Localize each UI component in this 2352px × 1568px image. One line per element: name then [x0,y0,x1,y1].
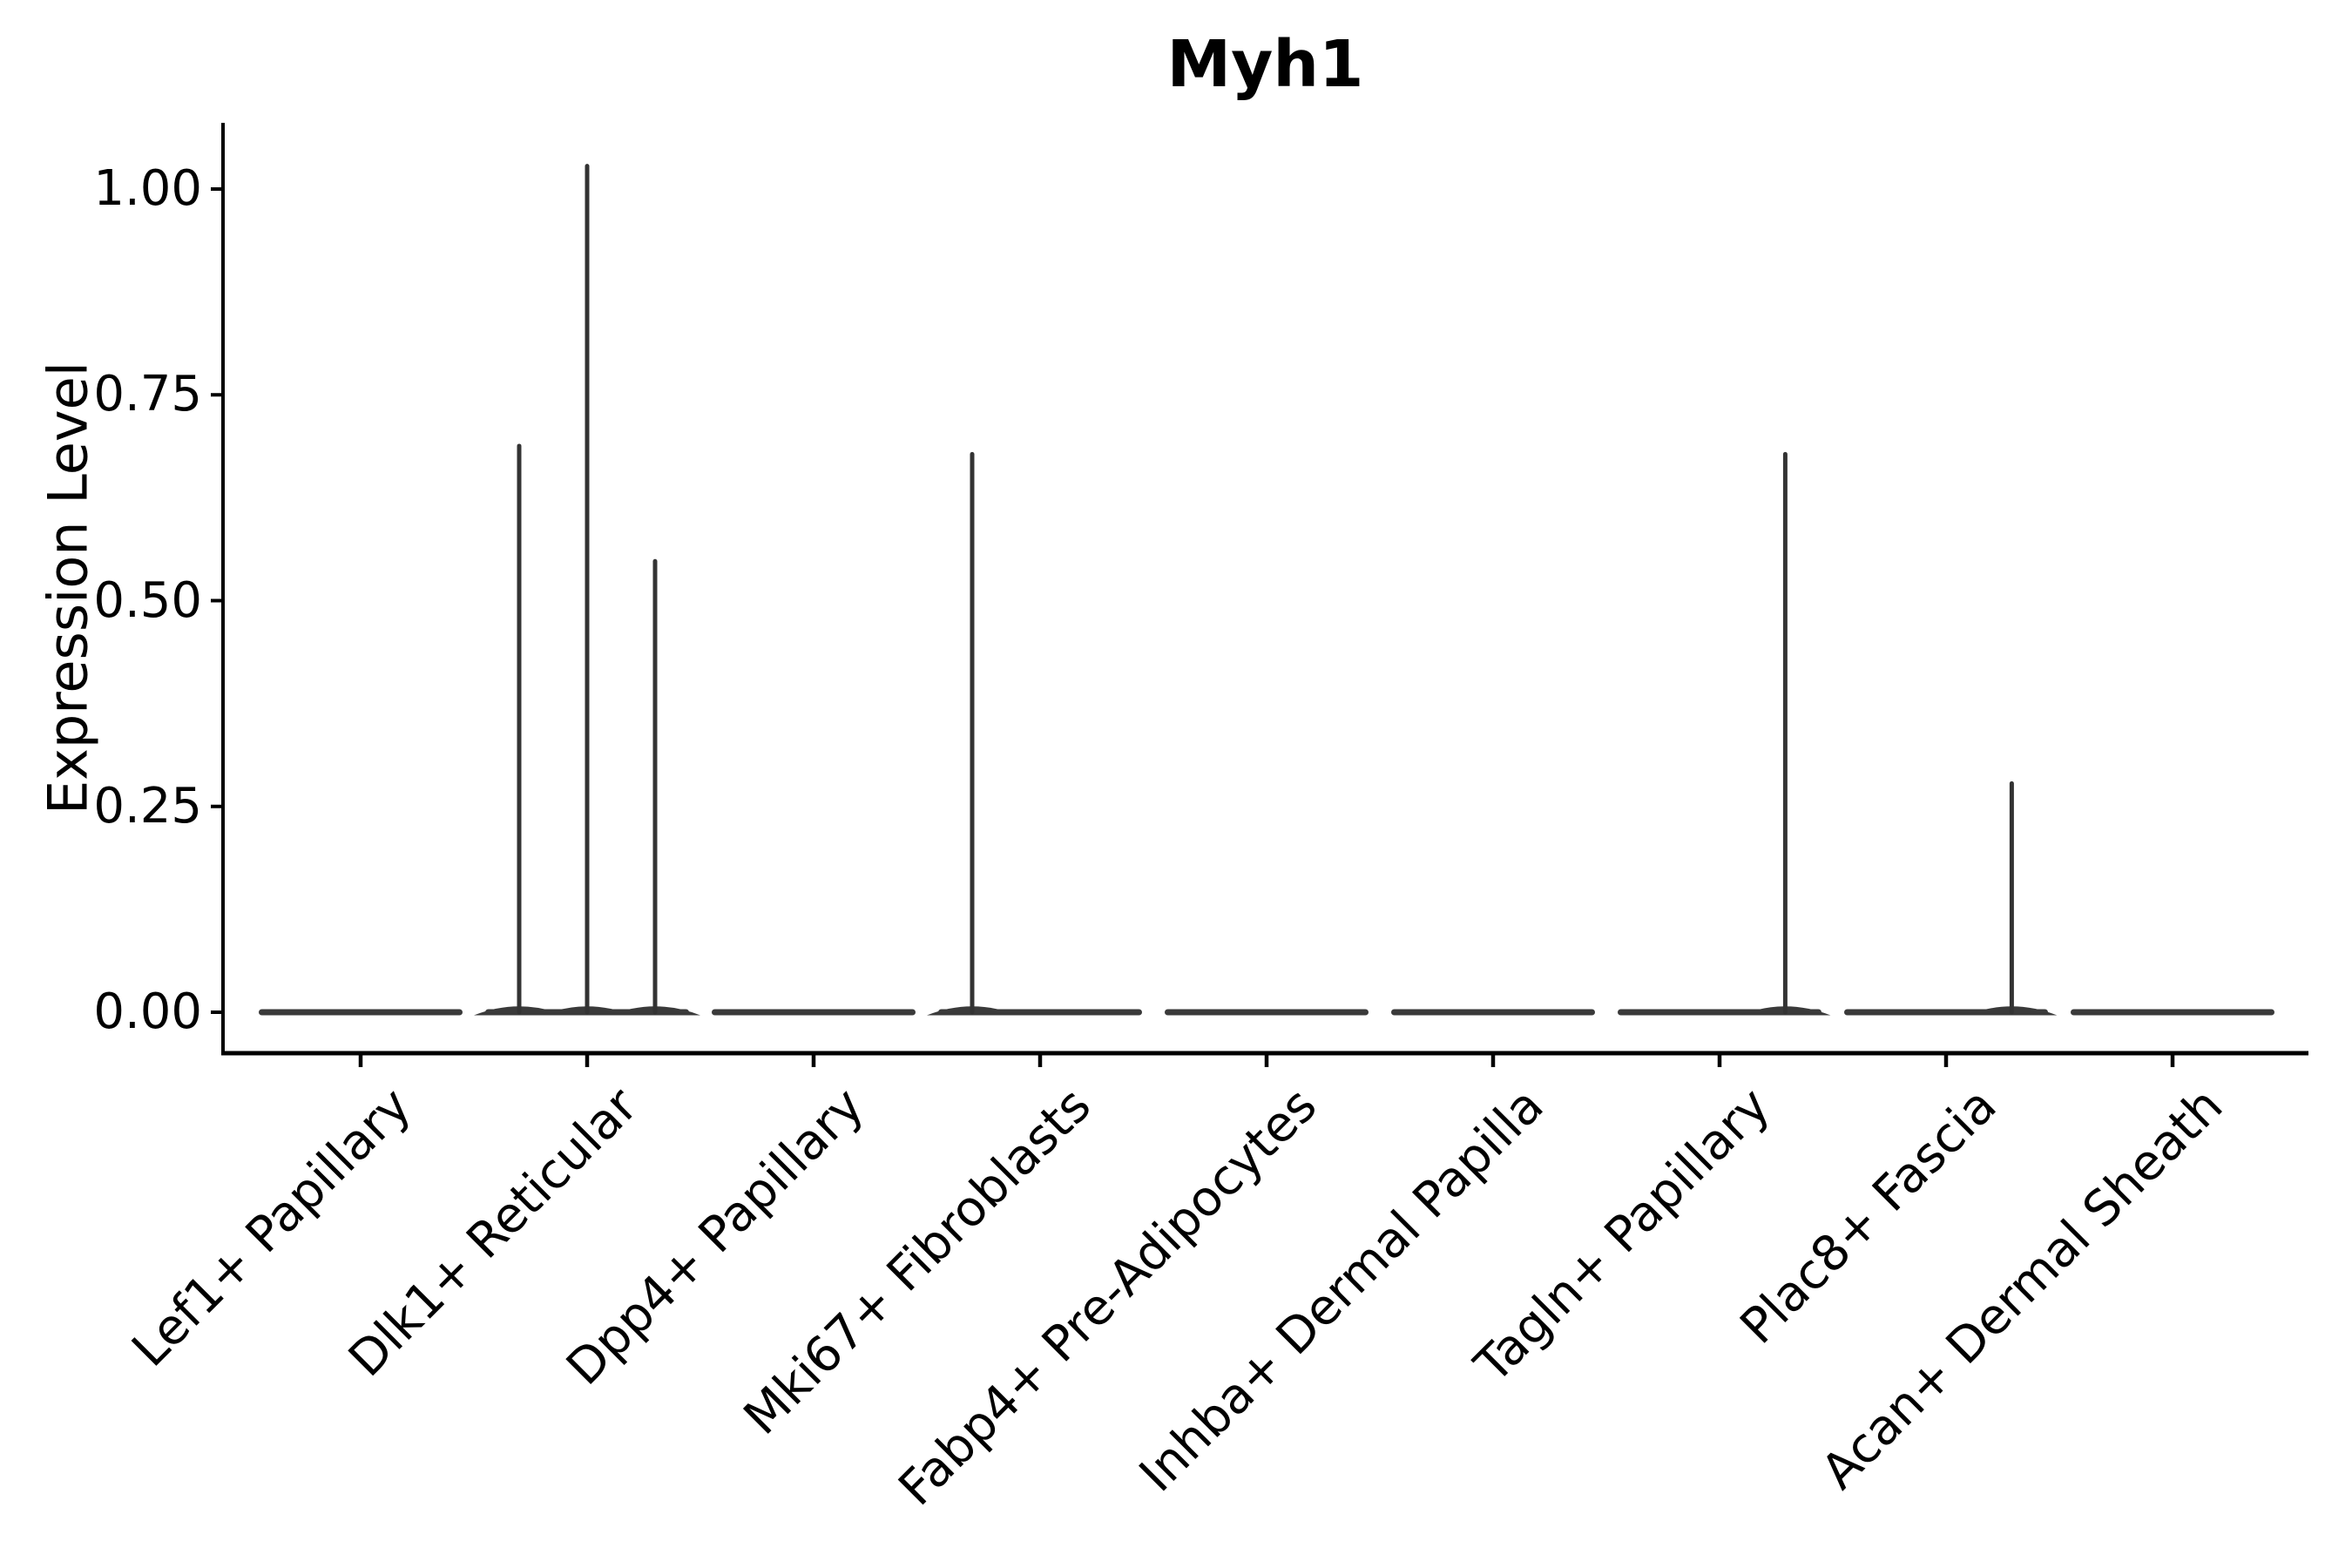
y-tick-label: 0.25 [93,777,202,835]
violin-band [259,1009,463,1016]
chart-title: Myh1 [1166,27,1364,102]
y-tick-label: 0.75 [93,366,202,423]
violin-band [2071,1009,2274,1016]
y-tick-label: 1.00 [93,160,202,217]
y-tick-label: 0.00 [93,983,202,1040]
violin-band [1391,1009,1595,1016]
y-tick-label: 0.50 [93,571,202,629]
violin-band [712,1009,916,1016]
violin-band [1165,1009,1369,1016]
